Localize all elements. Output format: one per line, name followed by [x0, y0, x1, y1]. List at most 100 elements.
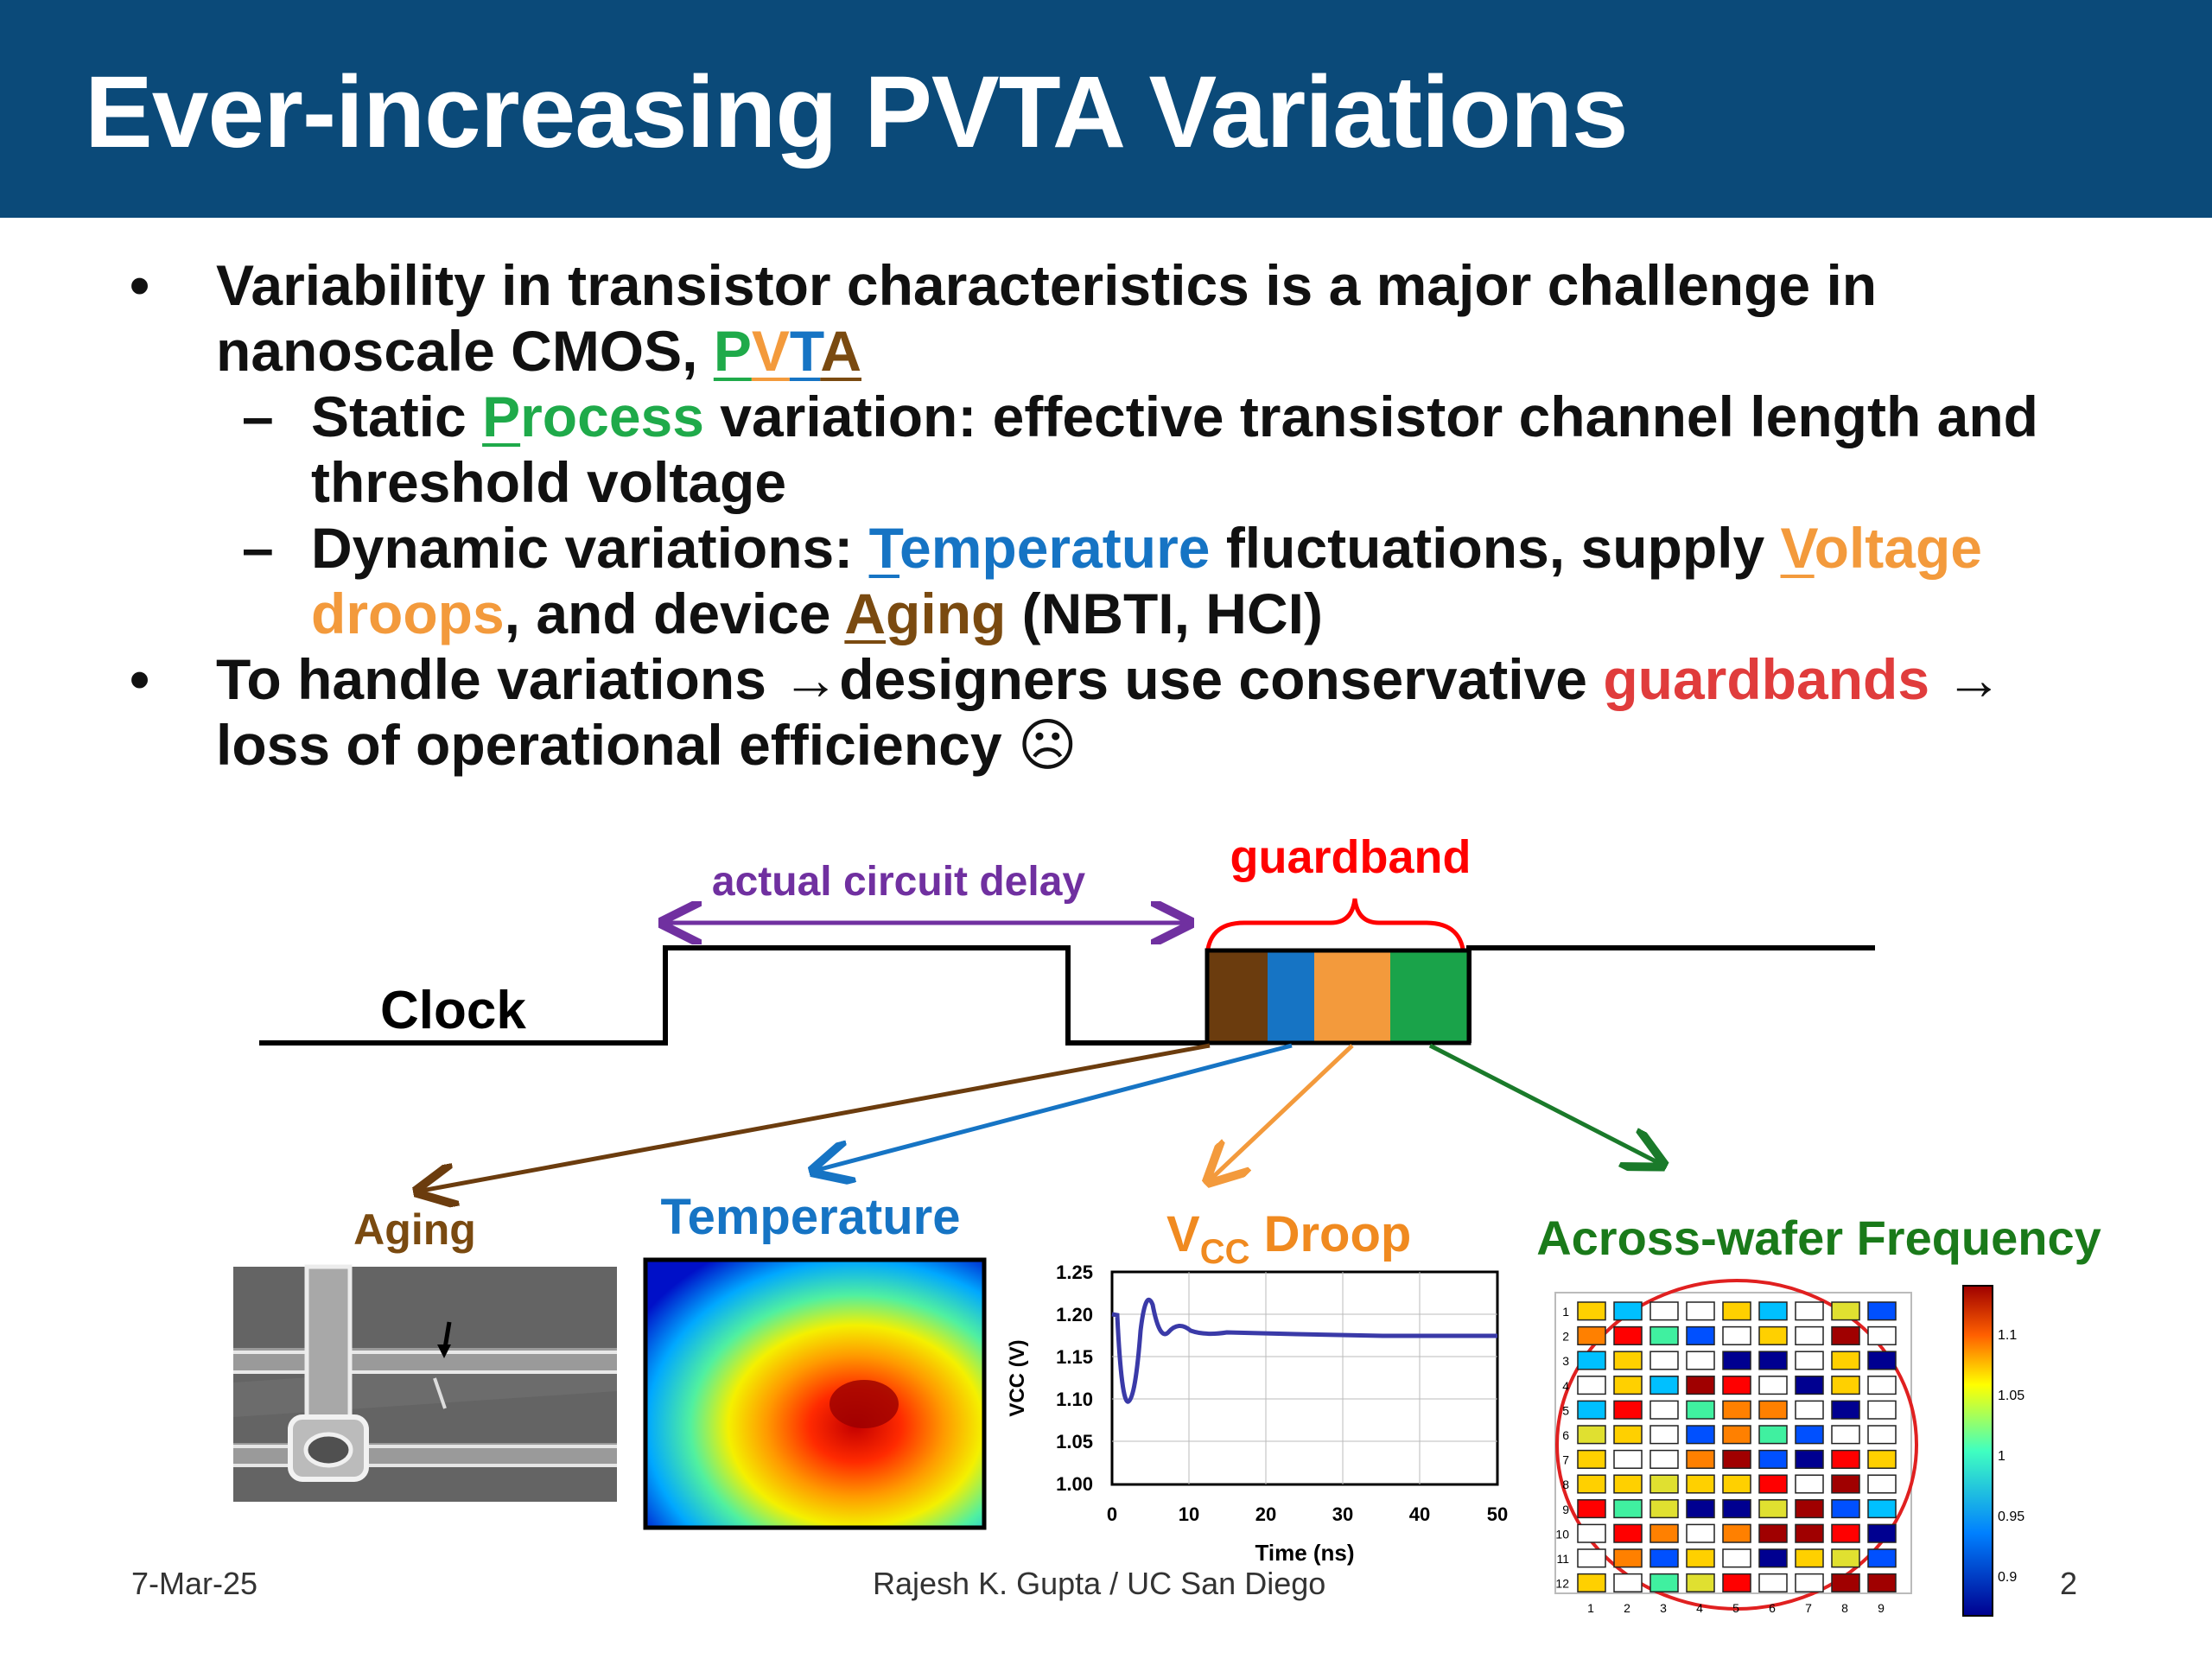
temperature-heatmap: [643, 1257, 987, 1530]
sub-bullet-2: – Dynamic variations: Temperature fluctu…: [130, 515, 2117, 646]
wafer-die-cell: [1686, 1548, 1715, 1568]
sub2-post: (NBTI, HCI): [1006, 582, 1323, 645]
wafer-die-cell: [1686, 1449, 1715, 1469]
wafer-die-cell: [1577, 1573, 1606, 1592]
x-tick: 30: [1332, 1503, 1353, 1525]
wafer-die-cell: [1613, 1449, 1643, 1469]
bullet-2-post: loss of operational efficiency: [216, 713, 1018, 777]
wafer-die-cell: [1795, 1351, 1824, 1370]
y-tick: 1.10: [1056, 1389, 1093, 1410]
wafer-die-cell: [1831, 1573, 1860, 1592]
scale-label: 0.9: [1998, 1570, 2017, 1585]
bullet-dot: •: [130, 253, 150, 317]
wafer-die-cell: [1577, 1325, 1606, 1345]
wafer-die-cell: [1649, 1325, 1679, 1345]
wafer-outline: [1555, 1279, 1918, 1611]
wafer-die-cell: [1577, 1301, 1606, 1321]
wafer-die-cell: [1613, 1301, 1643, 1321]
x-tick: 10: [1179, 1503, 1199, 1525]
guardband-label: guardband: [1230, 831, 1471, 883]
wafer-die-cell: [1686, 1523, 1715, 1543]
wafer-die-cell: [1758, 1548, 1788, 1568]
scale-label: 1: [1998, 1449, 2005, 1464]
wafer-die-cell: [1686, 1400, 1715, 1420]
temperature-segment: [1268, 950, 1314, 1043]
voltage-word: Voltage droops: [311, 516, 1982, 645]
aging-rest: ging: [886, 582, 1007, 645]
wafer-die-cell: [1613, 1474, 1643, 1494]
vcc-v: V: [1166, 1206, 1200, 1262]
wafer-die-cell: [1795, 1449, 1824, 1469]
wafer-die-cell: [1686, 1325, 1715, 1345]
bullet-list: • Variability in transistor characterist…: [130, 252, 2117, 778]
wafer-die-cell: [1722, 1376, 1751, 1395]
sub2-mid: fluctuations, supply: [1210, 516, 1781, 580]
wafer-die-cell: [1649, 1523, 1679, 1543]
clock-label: Clock: [380, 981, 526, 1040]
footer-author: Rajesh K. Gupta / UC San Diego: [873, 1566, 1326, 1601]
temperature-t: T: [868, 516, 899, 580]
wafer-die-cell: [1795, 1400, 1824, 1420]
guardband-box: [1205, 948, 1471, 1046]
wafer-die-cell: [1867, 1325, 1897, 1345]
wafer-die-cell: [1613, 1351, 1643, 1370]
wafer-die-cell: [1577, 1499, 1606, 1519]
wafer-die-cell: [1686, 1499, 1715, 1519]
wafer-die-cell: [1795, 1474, 1824, 1494]
wafer-die-cell: [1867, 1474, 1897, 1494]
slide-title: Ever-increasing PVTA Variations: [85, 55, 1629, 169]
wafer-die-cell: [1795, 1499, 1824, 1519]
y-tick: 1.20: [1056, 1304, 1093, 1325]
y-tick: 1.25: [1056, 1262, 1093, 1283]
wafer-die-cell: [1758, 1449, 1788, 1469]
wafer-die-cell: [1758, 1499, 1788, 1519]
scale-label: 0.95: [1998, 1510, 2024, 1524]
wafer-die-cell: [1722, 1573, 1751, 1592]
wafer-row-label: 8: [1562, 1478, 1569, 1491]
wafer-die-cell: [1577, 1523, 1606, 1543]
wafer-die-cell: [1649, 1474, 1679, 1494]
wafer-die-cell: [1831, 1499, 1860, 1519]
wafer-die-cell: [1686, 1474, 1715, 1494]
wafer-die-cell: [1649, 1301, 1679, 1321]
clock-waveform-tail: [1466, 945, 1875, 1043]
vcc-sub: CC: [1200, 1233, 1250, 1271]
sub-bullet-dash: –: [242, 516, 274, 580]
wafer-die-cell: [1613, 1425, 1643, 1445]
wafer-die-cell: [1831, 1400, 1860, 1420]
wafer-die-cell: [1831, 1474, 1860, 1494]
guardbands-word: guardbands: [1603, 647, 1930, 711]
wafer-die-cell: [1867, 1301, 1897, 1321]
wafer-die-cell: [1613, 1548, 1643, 1568]
bullet-2-mid: designers use conservative: [839, 647, 1604, 711]
wafer-panel-label: Across-wafer Frequency: [1536, 1211, 2101, 1265]
vcc-droop-plot: 1.25 1.20 1.15 1.10 1.05 1.00 0 10 20 30…: [1006, 1262, 1508, 1566]
aging-segment: [1207, 950, 1268, 1043]
wafer-die-cell: [1795, 1376, 1824, 1395]
color-scale-bar: [1962, 1285, 1993, 1617]
wafer-die-cell: [1831, 1301, 1860, 1321]
wafer-row-label: 12: [1555, 1577, 1569, 1591]
process-arrow: [1428, 1043, 1659, 1163]
wafer-die-cell: [1577, 1400, 1606, 1420]
wafer-die-cell: [1795, 1301, 1824, 1321]
wafer-die-cell: [1613, 1400, 1643, 1420]
sub2-pre: Dynamic variations:: [311, 516, 869, 580]
wafer-die-cell: [1831, 1425, 1860, 1445]
wafer-row-label: 2: [1562, 1330, 1569, 1344]
temperature-rest: emperature: [899, 516, 1211, 580]
wafer-die-cell: [1758, 1523, 1788, 1543]
wafer-die-cell: [1577, 1351, 1606, 1370]
x-tick: 50: [1487, 1503, 1508, 1525]
process-p: P: [482, 385, 521, 448]
wafer-die-cell: [1867, 1425, 1897, 1445]
aging-a: A: [844, 582, 887, 645]
wafer-row-label: 4: [1562, 1379, 1569, 1393]
wafer-die-cell: [1613, 1376, 1643, 1395]
wafer-die-cell: [1831, 1351, 1860, 1370]
wafer-row-label: 10: [1555, 1527, 1569, 1541]
pvta-t: T: [789, 319, 821, 383]
wafer-die-cell: [1795, 1573, 1824, 1592]
guardband-brace: [1205, 898, 1466, 960]
bullet-1-text: Variability in transistor characteristic…: [216, 253, 1878, 383]
